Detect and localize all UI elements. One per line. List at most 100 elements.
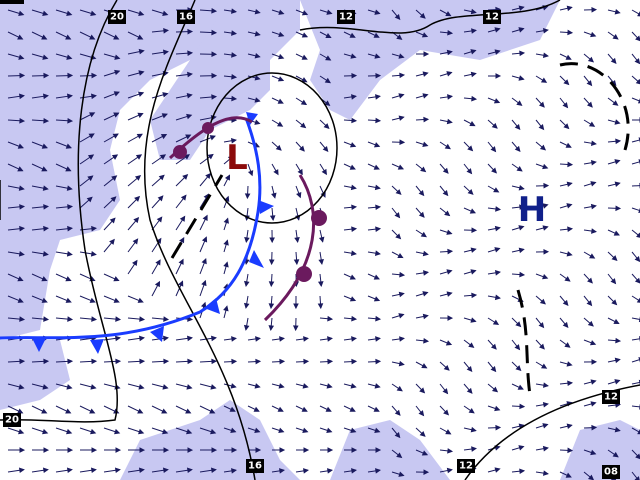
wind-arrow-head — [539, 144, 547, 151]
wind-arrow-head — [253, 406, 260, 412]
wind-arrow-head — [297, 168, 303, 176]
wind-arrow-head — [375, 204, 382, 211]
wind-arrow-head — [66, 384, 73, 390]
wind-arrow-head — [423, 116, 430, 123]
wind-arrow-head — [185, 134, 192, 140]
wind-arrow-head — [466, 387, 473, 394]
wind-arrow — [631, 405, 640, 408]
biscay — [0, 340, 70, 410]
wind-arrow-head — [269, 237, 275, 244]
wind-arrow-head — [231, 73, 238, 80]
wind-arrow-head — [19, 204, 26, 210]
wind-arrow-head — [317, 281, 324, 288]
wind-arrow-head — [186, 428, 193, 435]
wind-arrow-head — [396, 385, 403, 392]
triangle — [90, 339, 104, 354]
wind-arrow-head — [374, 250, 381, 256]
wind-arrow-head — [423, 469, 430, 475]
wind-arrow-head — [491, 167, 498, 174]
wind-arrow-head — [67, 316, 74, 322]
wind-arrow-head — [351, 117, 358, 124]
wind-arrow — [631, 359, 640, 363]
wind-arrow-head — [324, 77, 331, 84]
wind-arrow-head — [43, 225, 50, 232]
wind-arrow-head — [423, 337, 430, 344]
wind-arrow-head — [494, 294, 501, 301]
wind-arrow-head — [162, 384, 169, 390]
wind-arrow-head — [419, 12, 426, 19]
wind-arrow-head — [179, 215, 186, 222]
wind-arrow-head — [470, 247, 477, 253]
wind-arrow-head — [278, 383, 285, 389]
wind-arrow-head — [67, 358, 74, 365]
semicircle — [202, 122, 214, 134]
wind-arrow-head — [210, 428, 217, 435]
low-pressure-label: L — [226, 138, 248, 178]
wind-arrow-head — [326, 9, 333, 15]
triangle — [150, 326, 164, 342]
wind-arrow-head — [518, 184, 525, 191]
wind-arrow-head — [636, 232, 640, 238]
wind-arrow-head — [42, 384, 49, 390]
isobar-label: 20 — [110, 12, 124, 23]
wind-arrow-head — [223, 217, 229, 224]
wind-arrow-head — [109, 238, 115, 245]
wind-arrow-head — [231, 52, 238, 58]
isobar-label-box — [3, 413, 21, 427]
wind-arrow-head — [613, 230, 620, 236]
wind-arrow-head — [422, 291, 429, 297]
wind-arrow-head — [135, 154, 143, 160]
wind-arrow-head — [86, 196, 93, 203]
wind-arrow-head — [211, 335, 217, 342]
wind-arrow-head — [590, 379, 597, 385]
wind-arrow-head — [470, 269, 477, 275]
wind-arrow-head — [187, 447, 194, 453]
wind-arrow-head — [65, 408, 72, 414]
wind-arrow-head — [565, 54, 572, 60]
wind-arrow-head — [207, 153, 214, 160]
wind-arrow-head — [138, 10, 145, 17]
wind-arrow-head — [209, 408, 216, 414]
wind-arrow-head — [162, 49, 169, 56]
occluded-front — [168, 116, 327, 322]
wind-arrow-head — [89, 34, 96, 40]
wind-arrow-head — [18, 10, 25, 17]
isobar-labels: 20 16 12 12 12 20 16 12 08 — [3, 10, 620, 479]
wind-arrow-head — [17, 297, 24, 303]
wind-arrow-head — [349, 274, 356, 280]
wind-arrow-head — [566, 251, 573, 257]
wind-arrow-head — [567, 29, 574, 36]
wind-arrow-head — [350, 53, 357, 59]
wind-arrow-head — [566, 361, 573, 367]
high-pressure-label: H — [518, 190, 546, 230]
wind-arrow-head — [326, 427, 333, 434]
wind-arrow-head — [277, 406, 284, 412]
wind-arrow-head — [19, 225, 26, 232]
wind-arrow-head — [539, 298, 546, 305]
wind-arrow-head — [321, 168, 327, 176]
wind-arrow-head — [42, 93, 49, 100]
wind-arrow-head — [278, 427, 285, 434]
wind-arrow-head — [514, 145, 521, 152]
wind-arrow-head — [133, 216, 140, 224]
wind-arrow-head — [634, 58, 640, 65]
wind-arrow-head — [211, 447, 218, 453]
wind-arrow-head — [495, 206, 502, 212]
isobar-label: 16 — [179, 12, 193, 23]
wind-arrow-head — [163, 447, 170, 453]
wind-arrow-head — [614, 181, 621, 187]
wind-arrow-head — [490, 366, 497, 373]
isobar-label-box — [483, 10, 501, 24]
wind-arrow-head — [18, 384, 25, 390]
isobar — [206, 72, 338, 224]
wind-arrow-head — [542, 423, 549, 429]
wind-arrow-head — [470, 317, 477, 323]
wind-arrow-head — [351, 315, 358, 322]
wind-arrow-head — [373, 296, 381, 302]
wind-arrow-head — [590, 401, 597, 407]
wind-arrow-head — [41, 34, 48, 40]
wind-arrow-head — [394, 212, 401, 219]
wind-arrow-head — [230, 468, 237, 474]
wind-arrow-head — [302, 427, 309, 434]
wind-arrow-head — [587, 277, 593, 284]
